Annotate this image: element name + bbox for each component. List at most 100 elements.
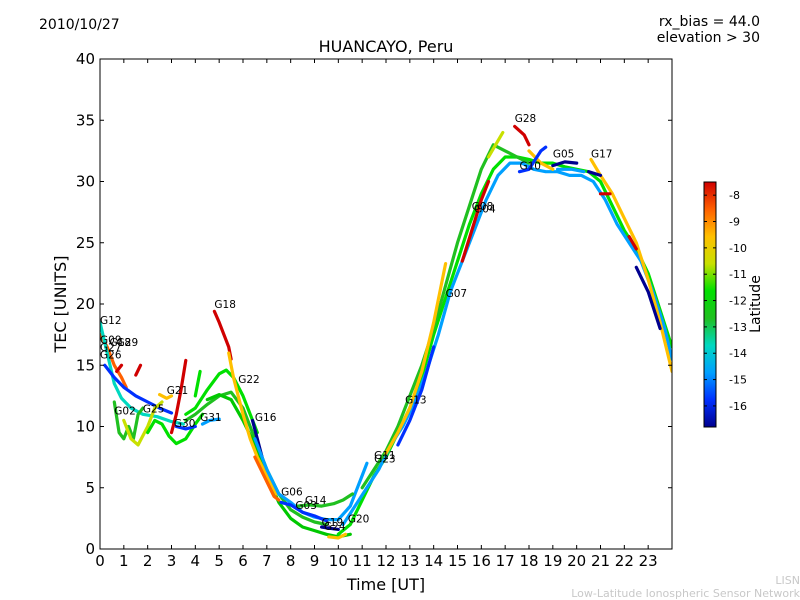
satellite-label: G17 (591, 148, 613, 160)
tec-track-37 (589, 157, 672, 373)
satellite-label: G02 (114, 406, 136, 418)
tec-track-16 (212, 309, 233, 361)
y-axis-label: TEC [UNITS] (51, 256, 70, 354)
bias-info: rx_bias = 44.0 elevation > 30 (657, 14, 760, 46)
tec-track-28 (396, 345, 436, 447)
satellite-label: G29 (117, 337, 139, 349)
tec-track-1 (100, 320, 185, 426)
satellite-label: G08 (472, 201, 494, 213)
satellite-label: G25 (143, 403, 165, 415)
x-tick-label: 18 (519, 552, 538, 570)
x-tick-label: 13 (400, 552, 419, 570)
x-tick-label: 5 (214, 552, 224, 570)
x-tick-label: 2 (143, 552, 153, 570)
satellite-label: G18 (110, 337, 131, 349)
tec-track-35 (551, 160, 579, 168)
satellite-label: G21 (167, 385, 189, 397)
elevation-label: elevation > 30 (656, 30, 760, 46)
satellite-label: G05 (553, 148, 575, 160)
x-tick-label: 12 (376, 552, 395, 570)
chart-title: HUANCAYO, Peru (318, 37, 454, 56)
colorbar: -8 -9 -10 -11 -12 -13 -14 -15 -16 (703, 181, 747, 428)
tec-track-15 (205, 393, 352, 539)
x-tick-label: 4 (191, 552, 201, 570)
satellite-label: G18 (214, 299, 236, 311)
tec-track-9 (169, 358, 188, 435)
x-tick-label: 9 (310, 552, 320, 570)
colorbar-label: Latitude (748, 275, 764, 333)
tec-track-34 (517, 145, 548, 174)
satellite-label: G31 (200, 412, 222, 424)
satellite-label: G12 (100, 315, 122, 327)
satellite-label: G26 (100, 349, 122, 361)
satellite-label: G10 (519, 161, 541, 173)
x-tick-label: 14 (424, 552, 443, 570)
y-tick-label: 5 (85, 479, 95, 497)
satellite-label: G30 (174, 418, 196, 430)
y-tick-label: 20 (76, 295, 95, 313)
plot-frame (99, 58, 673, 550)
tec-track-41 (627, 235, 638, 251)
x-tick-label: 16 (472, 552, 491, 570)
satellite-label: G16 (255, 412, 277, 424)
satellite-label: G04 (474, 204, 496, 216)
tec-track-24 (327, 532, 348, 540)
colorbar-tick-label: -13 (729, 321, 747, 334)
colorbar-tick-label: -14 (729, 347, 747, 360)
tec-track-18 (253, 455, 281, 502)
tec-track-39 (587, 170, 603, 177)
satellite-label: G13 (405, 395, 427, 407)
footer-short: LISN (775, 574, 800, 587)
date-label: 2010/10/27 (39, 17, 120, 33)
colorbar-gradient (703, 181, 717, 428)
satellite-label: G22 (238, 374, 260, 386)
tec-track-21 (279, 500, 328, 523)
colorbar-tick-label: -11 (729, 268, 747, 281)
tec-track-30 (460, 179, 491, 263)
y-tick-label: 25 (76, 234, 95, 252)
tec-track-36 (556, 167, 586, 174)
x-tick-label: 17 (496, 552, 515, 570)
tec-track-31 (486, 130, 505, 159)
y-tick-label: 15 (76, 356, 95, 374)
tec-track-7 (158, 393, 174, 400)
x-tick-label: 20 (567, 552, 586, 570)
tec-track-5 (115, 363, 124, 373)
x-tick-label: 0 (95, 552, 105, 570)
axes: 0 1 2 3 4 5 6 7 8 9 10 11 12 13 14 15 16 17 18 19 20 21 22 2305… (76, 50, 673, 570)
tec-track-10 (174, 424, 197, 431)
tec-track-3 (112, 400, 145, 441)
satellite-label: G28 (515, 113, 537, 125)
satellite-label: G24 (324, 521, 346, 533)
colorbar-tick-label: -15 (729, 374, 747, 387)
satellite-label: G19 (322, 517, 344, 529)
x-tick-label: 15 (448, 552, 467, 570)
tec-track-33 (527, 149, 555, 171)
x-tick-label: 19 (543, 552, 562, 570)
x-tick-label: 22 (615, 552, 634, 570)
rx-bias-label: rx_bias = 44.0 (658, 14, 760, 30)
tec-track-22 (296, 492, 355, 508)
satellite-label: G07 (446, 288, 468, 300)
satellite-label: G14 (305, 495, 327, 507)
colorbar-tick-label: -12 (729, 295, 747, 308)
tec-track-6 (134, 363, 143, 377)
satellite-label: G11 (374, 450, 396, 462)
satellite-label: G20 (348, 514, 370, 526)
footer-long: Low-Latitude Ionospheric Sensor Network (571, 587, 800, 600)
colorbar-tick-label: -8 (729, 189, 740, 202)
tec-track-4 (122, 400, 164, 447)
tec-track-27 (360, 143, 531, 490)
x-tick-label: 21 (591, 552, 610, 570)
footer-credit: LISN Low-Latitude Ionospheric Sensor Net… (571, 574, 800, 600)
y-tick-label: 10 (76, 418, 95, 436)
y-tick-label: 40 (76, 50, 95, 68)
x-axis-label: Time [UT] (346, 575, 425, 594)
y-tick-label: 35 (76, 111, 95, 129)
satellite-label: G23 (374, 453, 396, 465)
tec-track-17 (227, 351, 278, 496)
x-tick-label: 1 (119, 552, 129, 570)
x-tick-label: 3 (167, 552, 177, 570)
